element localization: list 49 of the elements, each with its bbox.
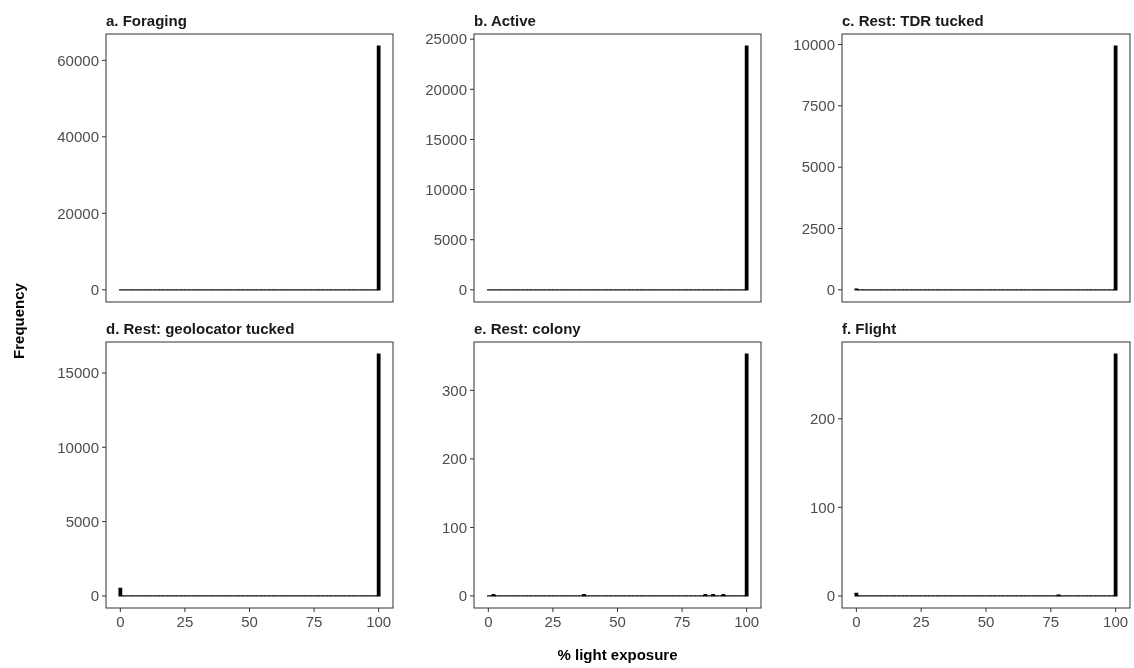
- y-tick-label: 25000: [425, 30, 467, 48]
- y-tick-label: 20000: [425, 80, 467, 98]
- y-tick-label: 10000: [425, 180, 467, 198]
- y-tick-label: 0: [90, 587, 99, 605]
- y-axis-title: Frequency: [10, 282, 27, 359]
- y-tick-label: 200: [809, 410, 835, 427]
- x-tick-label: 75: [673, 613, 691, 630]
- chart-title: b. Active: [474, 12, 536, 29]
- y-tick-label: 15000: [57, 364, 99, 382]
- y-tick-label: 5000: [801, 158, 835, 176]
- chart-title: a. Foraging: [106, 12, 187, 29]
- x-tick-label: 75: [1042, 613, 1060, 630]
- y-tick-label: 15000: [425, 130, 467, 148]
- y-tick-label: 2500: [801, 219, 835, 237]
- x-tick-label: 75: [305, 613, 323, 630]
- y-tick-label: 0: [826, 587, 835, 605]
- y-tick-label: 0: [826, 281, 835, 299]
- y-tick-label: 5000: [433, 230, 467, 248]
- y-tick-label: 20000: [57, 204, 99, 222]
- x-tick-label: 100: [1103, 613, 1129, 630]
- x-tick-label: 0: [116, 613, 125, 630]
- y-tick-label: 40000: [57, 128, 99, 146]
- y-tick-label: 200: [441, 450, 467, 468]
- x-tick-label: 0: [484, 613, 493, 630]
- x-tick-label: 50: [241, 613, 258, 630]
- y-tick-label: 0: [458, 281, 467, 299]
- y-tick-label: 7500: [801, 97, 835, 115]
- x-tick-label: 25: [544, 613, 562, 630]
- x-tick-label: 50: [977, 613, 995, 630]
- x-tick-label: 0: [852, 613, 861, 630]
- y-tick-label: 10000: [57, 438, 99, 456]
- y-tick-label: 100: [441, 518, 467, 536]
- chart-title: d. Rest: geolocator tucked: [106, 320, 295, 337]
- x-tick-label: 25: [912, 613, 930, 630]
- y-tick-label: 10000: [793, 35, 835, 53]
- x-tick-label: 25: [176, 613, 194, 630]
- x-tick-label: 50: [609, 613, 626, 630]
- y-tick-label: 300: [441, 381, 467, 399]
- y-tick-label: 100: [809, 498, 835, 516]
- y-tick-label: 0: [90, 281, 99, 299]
- chart-title: e. Rest: colony: [474, 320, 582, 337]
- y-tick-label: 5000: [65, 512, 99, 530]
- chart-title: c. Rest: TDR tucked: [842, 12, 984, 29]
- y-tick-label: 60000: [57, 51, 99, 69]
- chart-title: f. Flight: [842, 320, 897, 337]
- x-tick-label: 100: [366, 613, 392, 630]
- x-axis-title: % light exposure: [557, 646, 678, 663]
- x-tick-label: 100: [734, 613, 760, 630]
- y-tick-label: 0: [458, 587, 467, 605]
